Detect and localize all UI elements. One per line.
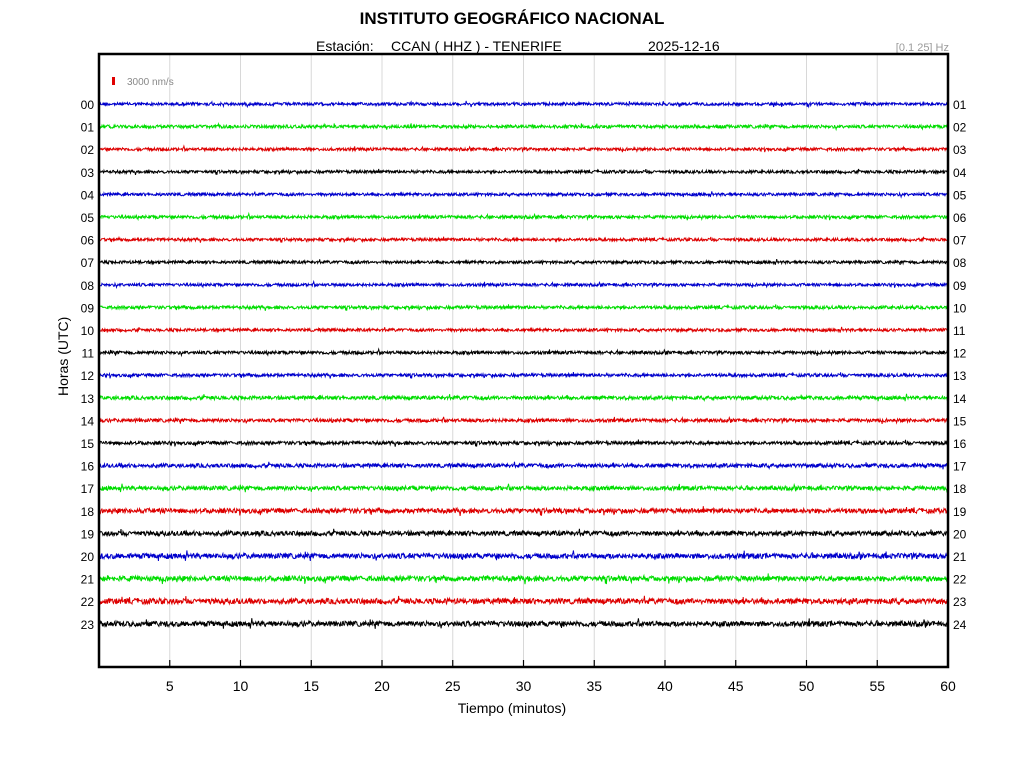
- page-title: INSTITUTO GEOGRÁFICO NACIONAL: [359, 9, 665, 28]
- hour-label-right: 07: [953, 234, 967, 248]
- hour-label-right: 05: [953, 188, 967, 202]
- hour-label-right: 14: [953, 392, 967, 406]
- x-tick-label: 50: [799, 678, 815, 694]
- x-tick-label: 55: [869, 678, 885, 694]
- hour-label-left: 15: [81, 437, 95, 451]
- hour-label-right: 11: [953, 324, 966, 338]
- hour-label-right: 22: [953, 573, 967, 587]
- seismic-trace: [98, 482, 949, 493]
- seismic-trace: [98, 528, 949, 539]
- hour-label-right: 12: [953, 347, 967, 361]
- hour-label-left: 00: [81, 98, 95, 112]
- x-tick-label: 15: [303, 678, 319, 694]
- hour-label-left: 03: [81, 166, 95, 180]
- hour-label-left: 23: [81, 618, 95, 632]
- hour-label-left: 02: [81, 143, 95, 157]
- y-axis-label: Horas (UTC): [55, 316, 71, 396]
- date-label: 2025-12-16: [648, 38, 720, 54]
- seismic-trace: [98, 550, 949, 562]
- seismic-trace: [98, 506, 949, 516]
- hour-label-left: 22: [81, 595, 95, 609]
- hour-label-right: 21: [953, 550, 967, 564]
- x-tick-label: 20: [374, 678, 390, 694]
- hour-label-right: 24: [953, 618, 967, 632]
- x-tick-label: 35: [586, 678, 602, 694]
- hour-label-left: 04: [81, 188, 95, 202]
- hour-label-left: 21: [81, 573, 95, 587]
- hour-label-right: 18: [953, 482, 967, 496]
- x-tick-label: 45: [728, 678, 744, 694]
- seismic-trace: [98, 168, 949, 176]
- seismic-trace: [98, 618, 949, 629]
- hour-label-left: 17: [81, 482, 95, 496]
- seismic-trace: [98, 258, 949, 266]
- hour-label-right: 08: [953, 256, 967, 270]
- hour-label-right: 17: [953, 460, 967, 474]
- hour-label-left: 10: [81, 324, 95, 338]
- seismic-trace: [98, 573, 949, 585]
- seismic-trace: [98, 121, 949, 132]
- station-name: CCAN ( HHZ ) - TENERIFE: [391, 38, 562, 54]
- seismic-trace: [98, 191, 949, 199]
- x-tick-label: 60: [940, 678, 956, 694]
- seismic-trace: [98, 347, 949, 358]
- hour-label-left: 20: [81, 550, 95, 564]
- hour-label-right: 23: [953, 595, 967, 609]
- x-axis-label: Tiempo (minutos): [457, 700, 567, 716]
- hour-label-right: 09: [953, 279, 967, 293]
- hour-label-right: 02: [953, 121, 967, 135]
- seismic-trace: [98, 326, 949, 334]
- x-tick-label: 40: [657, 678, 673, 694]
- hour-label-right: 16: [953, 437, 967, 451]
- seismic-trace: [98, 439, 949, 448]
- x-tick-label: 10: [233, 678, 249, 694]
- seismic-trace: [98, 416, 949, 425]
- hour-label-left: 01: [81, 121, 95, 135]
- hour-label-left: 14: [81, 414, 95, 428]
- frequency-band-label: [0.1 25] Hz: [895, 42, 949, 54]
- hour-label-left: 19: [81, 527, 95, 541]
- hour-label-left: 09: [81, 301, 95, 315]
- hour-label-left: 05: [81, 211, 95, 225]
- hour-label-left: 13: [81, 392, 95, 406]
- hour-label-right: 19: [953, 505, 967, 519]
- hour-label-left: 11: [82, 347, 95, 361]
- seismic-trace: [98, 235, 949, 244]
- hour-label-left: 06: [81, 234, 95, 248]
- x-tick-label: 25: [445, 678, 461, 694]
- hour-label-right: 20: [953, 527, 967, 541]
- x-tick-label: 30: [516, 678, 532, 694]
- seismic-trace: [98, 279, 949, 290]
- seismic-trace: [98, 100, 949, 109]
- hour-label-right: 03: [953, 143, 967, 157]
- seismic-trace: [98, 393, 949, 402]
- hour-label-right: 04: [953, 166, 967, 180]
- hour-label-left: 07: [81, 256, 95, 270]
- hour-label-right: 15: [953, 414, 967, 428]
- hour-label-left: 12: [81, 369, 95, 383]
- seismic-trace: [98, 371, 949, 380]
- seismic-trace: [98, 595, 949, 606]
- station-label: Estación:: [316, 38, 374, 54]
- seismic-trace: [98, 211, 949, 222]
- hour-label-right: 06: [953, 211, 967, 225]
- hour-label-right: 01: [953, 98, 967, 112]
- hour-label-right: 10: [953, 301, 967, 315]
- seismic-trace: [98, 144, 949, 153]
- scale-bar-label: 3000 nm/s: [127, 77, 174, 88]
- seismic-trace: [98, 461, 949, 471]
- hour-label-left: 08: [81, 279, 95, 293]
- hour-label-right: 13: [953, 369, 967, 383]
- scale-bar: [112, 77, 115, 85]
- x-tick-label: 5: [166, 678, 174, 694]
- seismic-trace: [98, 303, 949, 312]
- hour-label-left: 16: [81, 460, 95, 474]
- hour-label-left: 18: [81, 505, 95, 519]
